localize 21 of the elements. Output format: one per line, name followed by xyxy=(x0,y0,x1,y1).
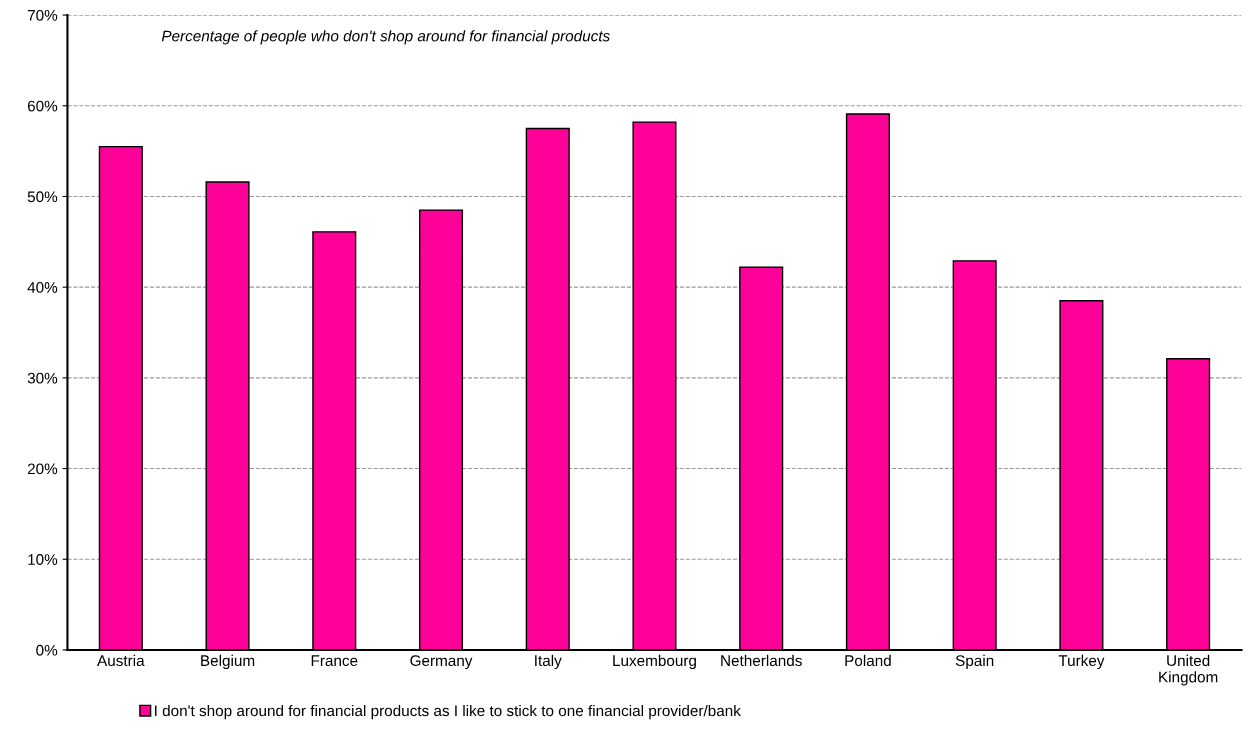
x-tick-label: France xyxy=(311,655,358,667)
x-tick-label: Germany xyxy=(410,655,473,670)
y-tick-label: 50% xyxy=(27,191,58,203)
x-tick-label: Austria xyxy=(97,654,145,667)
y-tick-label: 40% xyxy=(27,282,58,293)
x-tick-label: Netherlands xyxy=(721,654,802,667)
y-tick-label: 20% xyxy=(27,463,58,475)
x-tick-label: United Kingdom xyxy=(1159,654,1218,686)
x-tick-label: Turkey xyxy=(1058,654,1105,670)
y-tick-label: 70% xyxy=(27,9,58,21)
x-tick-label: Poland xyxy=(845,654,891,667)
y-tick-label: 0% xyxy=(36,644,58,656)
text: Percentage of people who don't shop around for financial products xyxy=(161,30,610,45)
y-tick-label: 10% xyxy=(28,554,58,565)
legend-label: I don't shop around for financial products as I like to stick to one financial provider/bank xyxy=(155,704,741,720)
y-tick-label: 60% xyxy=(27,100,58,112)
x-tick-label: Belgium xyxy=(201,654,255,670)
x-tick-label: Italy xyxy=(535,654,562,670)
y-tick-label: 30% xyxy=(27,372,58,384)
x-tick-label: Spain xyxy=(955,654,994,670)
x-tick-label: Luxembourg xyxy=(613,654,696,670)
